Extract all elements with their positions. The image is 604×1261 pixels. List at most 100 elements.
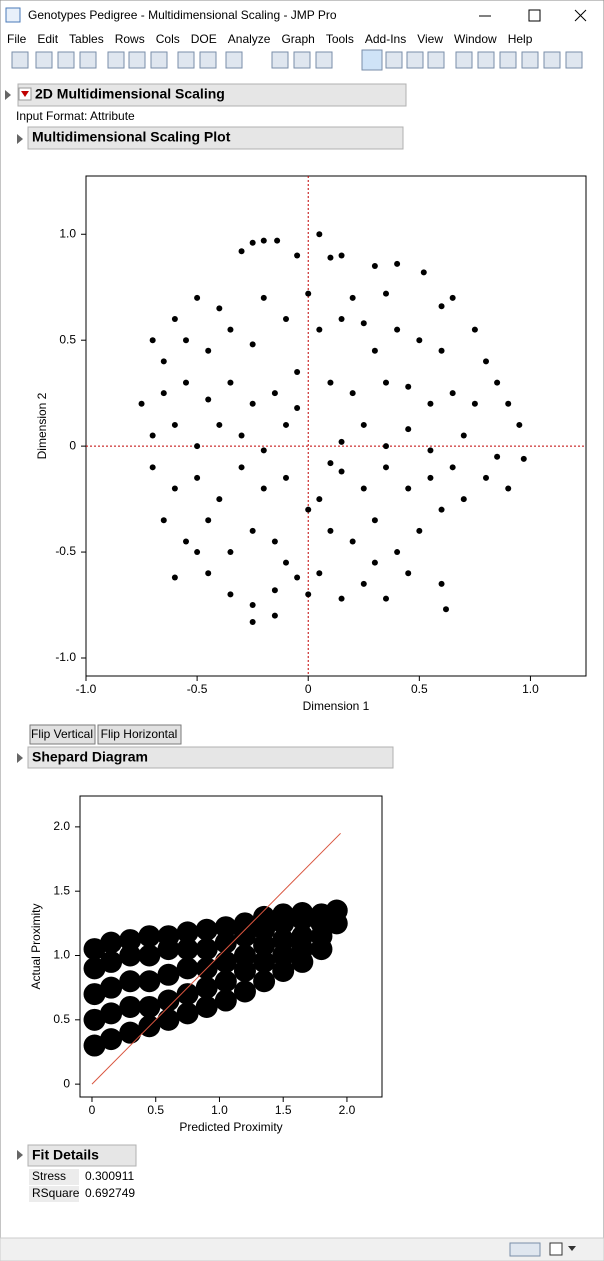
y-axis-title: Actual Proximity — [29, 903, 43, 989]
fit-table: Stress 0.300911 RSquare 0.692749 — [29, 1169, 135, 1202]
close-button[interactable] — [574, 9, 587, 22]
point — [138, 944, 161, 967]
point — [253, 934, 276, 957]
point — [260, 294, 267, 301]
window-list[interactable] — [549, 1242, 563, 1256]
point — [449, 294, 456, 301]
dropdown[interactable] — [568, 1246, 576, 1251]
point — [494, 379, 501, 386]
point — [195, 976, 218, 999]
section-header — [27, 746, 394, 769]
point — [516, 421, 523, 428]
disclosure-icon[interactable] — [17, 753, 23, 763]
point — [249, 618, 256, 625]
point — [383, 379, 389, 386]
point — [383, 443, 389, 450]
point — [294, 252, 301, 259]
menu-item[interactable]: Help — [508, 32, 533, 46]
point — [383, 595, 389, 602]
button-label[interactable]: Flip Horizontal — [101, 727, 178, 741]
menu-item[interactable]: Add-Ins — [365, 32, 406, 46]
point — [83, 1034, 106, 1057]
row-label: RSquare — [32, 1186, 80, 1200]
point — [325, 899, 348, 922]
point — [119, 929, 142, 952]
disclosure-icon[interactable] — [17, 134, 23, 144]
point — [305, 591, 312, 598]
menu-item[interactable]: DOE — [191, 32, 217, 46]
menu-item[interactable]: Rows — [115, 32, 145, 46]
point — [427, 447, 434, 454]
shepard-title: Shepard Diagram — [32, 749, 148, 765]
menu-item[interactable]: Tables — [69, 32, 104, 46]
point — [195, 938, 218, 961]
point — [371, 559, 378, 566]
button-label[interactable]: Flip Vertical — [31, 727, 93, 741]
maximize-button[interactable] — [528, 9, 541, 22]
menu-item[interactable]: Graph — [281, 32, 314, 46]
menu-item[interactable]: Cols — [156, 32, 180, 46]
point — [505, 485, 512, 492]
point — [249, 400, 256, 407]
flip-horizontal-button[interactable] — [97, 724, 182, 745]
point — [443, 606, 449, 613]
red-triangle[interactable] — [21, 91, 29, 97]
flip-vertical-button[interactable] — [29, 724, 96, 745]
point — [505, 400, 512, 407]
point — [183, 337, 189, 344]
fit-title: Fit Details — [32, 1147, 99, 1163]
x-tick-label: 1.0 — [522, 682, 539, 696]
point — [327, 460, 334, 467]
point — [260, 237, 267, 244]
point — [438, 347, 445, 354]
point — [253, 950, 276, 973]
point — [138, 400, 145, 407]
point — [238, 432, 245, 439]
menu-item[interactable]: Tools — [326, 32, 354, 46]
point — [360, 580, 367, 587]
point — [183, 379, 189, 386]
status-icons[interactable] — [509, 1242, 541, 1257]
point — [272, 903, 295, 926]
point — [176, 983, 199, 1006]
disclosure-icon[interactable] — [5, 90, 11, 100]
x-tick-label: 0.5 — [147, 1103, 164, 1117]
point — [274, 237, 281, 244]
x-tick-label: 0 — [305, 682, 312, 696]
point — [294, 574, 301, 581]
point — [233, 944, 256, 967]
point — [305, 290, 312, 297]
x-tick-label: 1.0 — [211, 1103, 228, 1117]
section-header — [27, 1144, 137, 1167]
y-tick-label: 2.0 — [53, 819, 70, 833]
menu-item[interactable]: Edit — [37, 32, 58, 46]
point — [405, 383, 412, 390]
point — [216, 421, 223, 428]
menu-item[interactable]: View — [417, 32, 443, 46]
point — [272, 929, 295, 952]
point — [194, 549, 201, 556]
point — [427, 474, 434, 481]
point — [371, 517, 378, 524]
menu-item[interactable]: Window — [454, 32, 497, 46]
point — [233, 959, 256, 982]
point — [305, 506, 312, 513]
disclosure-icon[interactable] — [17, 1150, 23, 1160]
x-tick-label: 0.5 — [411, 682, 428, 696]
y-tick-label: -0.5 — [55, 544, 76, 558]
point — [183, 538, 189, 545]
point — [160, 390, 167, 397]
menu-item[interactable]: Analyze — [228, 32, 271, 46]
app-icon — [5, 7, 21, 23]
point — [360, 320, 367, 327]
point — [227, 379, 234, 386]
point — [271, 538, 278, 545]
point — [271, 612, 278, 619]
point — [283, 316, 289, 323]
x-axis-title: Dimension 1 — [303, 699, 370, 713]
x-tick-label: 0 — [89, 1103, 96, 1117]
point — [338, 468, 345, 475]
point — [449, 390, 456, 397]
point — [216, 305, 223, 312]
menu-item[interactable]: File — [7, 32, 27, 46]
